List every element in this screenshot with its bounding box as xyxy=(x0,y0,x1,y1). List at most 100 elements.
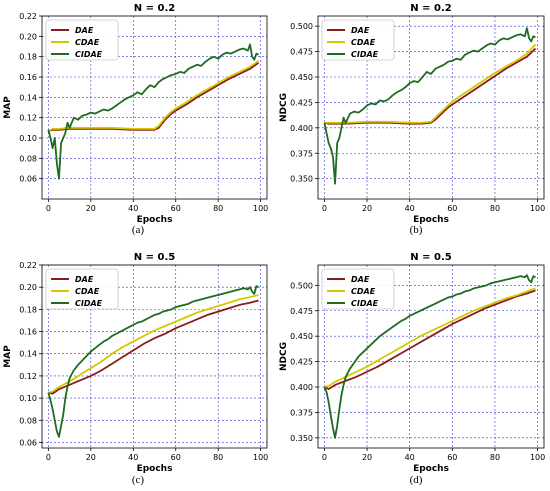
chart-title: N = 0.2 xyxy=(134,3,175,14)
y-tick-label: 0.350 xyxy=(290,434,313,443)
legend-label: CIDAE xyxy=(351,50,379,59)
legend-label: CDAE xyxy=(351,287,376,296)
y-axis-label: NDCG xyxy=(279,93,289,122)
x-tick-label: 100 xyxy=(253,453,268,462)
plot-frame xyxy=(317,15,545,200)
chart-title: N = 0.5 xyxy=(410,252,451,263)
series-line-cidae xyxy=(323,27,536,185)
y-tick-label: 0.06 xyxy=(19,175,37,184)
y-tick-label: 0.06 xyxy=(19,438,37,447)
y-axis-label: NDCG xyxy=(279,342,289,371)
x-tick-label: 40 xyxy=(128,204,138,213)
y-tick-label: 0.18 xyxy=(19,305,37,314)
y-tick-label: 0.425 xyxy=(290,358,313,367)
legend-label: CIDAE xyxy=(351,299,379,308)
y-tick-label: 0.500 xyxy=(290,281,313,290)
plot-frame xyxy=(317,264,545,449)
y-tick-label: 0.08 xyxy=(19,154,37,163)
y-tick-label: 0.16 xyxy=(19,328,37,337)
y-tick-label: 0.475 xyxy=(290,307,313,316)
chart-panel-3: 0 20 40 60 80 100 0.06 0.08 0.10 0.12 0.14 0.16 0.18… xyxy=(3,252,268,486)
series-line-dae xyxy=(324,289,536,390)
y-tick-label: 0.450 xyxy=(290,332,313,341)
y-axis-label: MAP xyxy=(3,345,13,368)
series-line-cdae xyxy=(324,287,536,388)
y-tick-label: 0.22 xyxy=(19,12,37,21)
y-tick-label: 0.10 xyxy=(19,134,37,143)
series-line-cdae xyxy=(47,59,260,132)
x-tick-label: 100 xyxy=(253,204,268,213)
y-tick-label: 0.500 xyxy=(290,22,313,31)
legend-label: CDAE xyxy=(75,38,100,47)
series-line-dae xyxy=(48,299,259,395)
legend-label: DAE xyxy=(75,275,94,284)
legend-label: CIDAE xyxy=(75,299,103,308)
x-axis-label: Epochs xyxy=(137,464,173,474)
chart-title: N = 0.5 xyxy=(134,252,175,263)
y-tick-label: 0.12 xyxy=(19,372,37,381)
chart-panel-2: 0 20 40 60 80 100 0.350 0.375 0.400 0.425 0.450 0.4… xyxy=(279,3,545,236)
x-tick-label: 60 xyxy=(171,204,181,213)
x-tick-label: 60 xyxy=(171,453,181,462)
x-tick-label: 100 xyxy=(530,453,545,462)
panel-caption: (b) xyxy=(410,224,423,236)
x-axis-label: Epochs xyxy=(413,215,449,225)
x-tick-label: 20 xyxy=(86,453,96,462)
series-line-cdae xyxy=(324,43,537,124)
y-tick-label: 0.16 xyxy=(19,73,37,82)
legend-label: DAE xyxy=(351,275,370,284)
legend-label: DAE xyxy=(351,26,370,35)
y-tick-label: 0.400 xyxy=(290,124,313,133)
y-tick-label: 0.350 xyxy=(290,175,313,184)
y-tick-label: 0.14 xyxy=(19,350,37,359)
x-tick-label: 0 xyxy=(46,453,51,462)
legend-label: DAE xyxy=(75,26,94,35)
plot-frame xyxy=(41,15,268,200)
x-tick-label: 20 xyxy=(362,453,372,462)
legend-label: CDAE xyxy=(351,38,376,47)
x-axis-label: Epochs xyxy=(137,215,173,225)
series-line-dae xyxy=(48,62,260,132)
panel-caption: (a) xyxy=(132,224,145,236)
legend: DAE CDAE CIDAE xyxy=(45,268,119,310)
x-tick-label: 60 xyxy=(447,204,457,213)
y-tick-label: 0.12 xyxy=(19,114,37,123)
series-line-cdae xyxy=(48,294,259,394)
x-tick-label: 40 xyxy=(405,453,415,462)
y-tick-label: 0.450 xyxy=(290,73,313,82)
y-tick-label: 0.08 xyxy=(19,416,37,425)
x-tick-label: 0 xyxy=(46,204,51,213)
chart-panel-1: 0 20 40 60 80 100 0.06 0.08 0.10 0.12 0.14 0.16 0.18… xyxy=(3,3,268,236)
x-tick-label: 0 xyxy=(322,453,327,462)
y-tick-label: 0.375 xyxy=(290,408,313,417)
y-tick-label: 0.375 xyxy=(290,149,313,158)
y-tick-label: 0.20 xyxy=(19,32,37,41)
x-tick-label: 80 xyxy=(213,453,223,462)
y-tick-label: 0.10 xyxy=(19,394,37,403)
x-tick-label: 80 xyxy=(490,204,500,213)
y-tick-label: 0.475 xyxy=(290,48,313,57)
x-axis-label: Epochs xyxy=(413,464,449,474)
series-line-cidae xyxy=(323,274,536,439)
y-tick-label: 0.20 xyxy=(19,283,37,292)
series-line-dae xyxy=(324,47,537,125)
y-tick-label: 0.14 xyxy=(19,93,37,102)
y-axis-label: MAP xyxy=(3,96,13,119)
chart-title: N = 0.2 xyxy=(410,3,451,14)
series-line-cidae xyxy=(47,43,259,180)
legend-label: CDAE xyxy=(75,287,100,296)
x-tick-label: 80 xyxy=(490,453,500,462)
y-tick-label: 0.425 xyxy=(290,98,313,107)
legend: DAE CDAE CIDAE xyxy=(321,268,395,310)
x-tick-label: 80 xyxy=(213,204,223,213)
y-tick-label: 0.18 xyxy=(19,53,37,62)
x-tick-label: 40 xyxy=(128,453,138,462)
x-tick-label: 20 xyxy=(362,204,372,213)
panel-caption: (d) xyxy=(410,474,423,486)
x-tick-label: 60 xyxy=(447,453,457,462)
plot-frame xyxy=(41,264,268,449)
legend: DAE CDAE CIDAE xyxy=(45,19,119,61)
x-tick-label: 100 xyxy=(530,204,545,213)
series-line-cidae xyxy=(47,285,259,438)
